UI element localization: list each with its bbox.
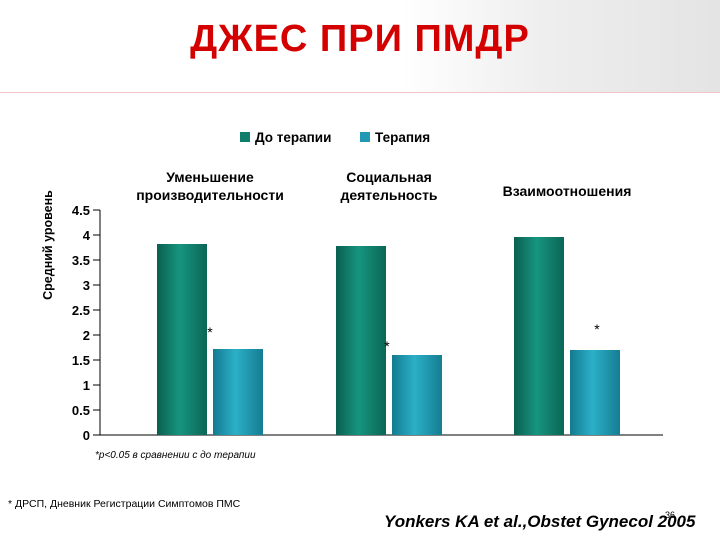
bar-treat	[392, 355, 442, 435]
bar-pre	[157, 244, 207, 435]
legend-swatch	[240, 132, 250, 142]
legend-label: До терапии	[255, 130, 331, 145]
category-label: Социальная	[346, 169, 432, 185]
y-tick-label: 2.5	[72, 303, 90, 318]
y-tick-label: 4.5	[72, 203, 90, 218]
y-tick-label: 0	[83, 428, 90, 443]
y-tick-label: 1	[83, 378, 90, 393]
title-divider	[0, 92, 720, 93]
header-decoration	[400, 0, 720, 92]
footnote: * ДРСП, Дневник Регистрации Симптомов ПМ…	[8, 498, 241, 510]
significance-note: *p<0.05 в сравнении с до терапии	[95, 450, 256, 461]
bar-pre	[336, 246, 386, 435]
y-tick-label: 2	[83, 328, 90, 343]
category-label: Взаимоотношения	[503, 183, 632, 199]
y-axis-label: Средний уровень	[41, 190, 55, 300]
legend-label: Терапия	[375, 130, 430, 145]
citation: Yonkers KA et al.,Obstet Gynecol 2005	[384, 512, 696, 531]
category-label: производительности	[136, 187, 284, 203]
legend-swatch	[360, 132, 370, 142]
category-label: Уменьшение	[166, 169, 254, 185]
y-tick-label: 3.5	[72, 253, 90, 268]
significance-marker: *	[594, 321, 600, 337]
category-label: деятельность	[340, 187, 437, 203]
significance-marker: *	[384, 338, 390, 354]
y-tick-label: 1.5	[72, 353, 90, 368]
significance-marker: *	[207, 324, 213, 340]
slide-title: ДЖЕС ПРИ ПМДР	[190, 18, 530, 60]
y-tick-label: 4	[83, 228, 91, 243]
bar-treat	[213, 349, 263, 435]
y-tick-label: 3	[83, 278, 90, 293]
slide-number: 36	[665, 510, 676, 520]
y-tick-label: 0.5	[72, 403, 90, 418]
bar-treat	[570, 350, 620, 435]
bar-pre	[514, 237, 564, 435]
